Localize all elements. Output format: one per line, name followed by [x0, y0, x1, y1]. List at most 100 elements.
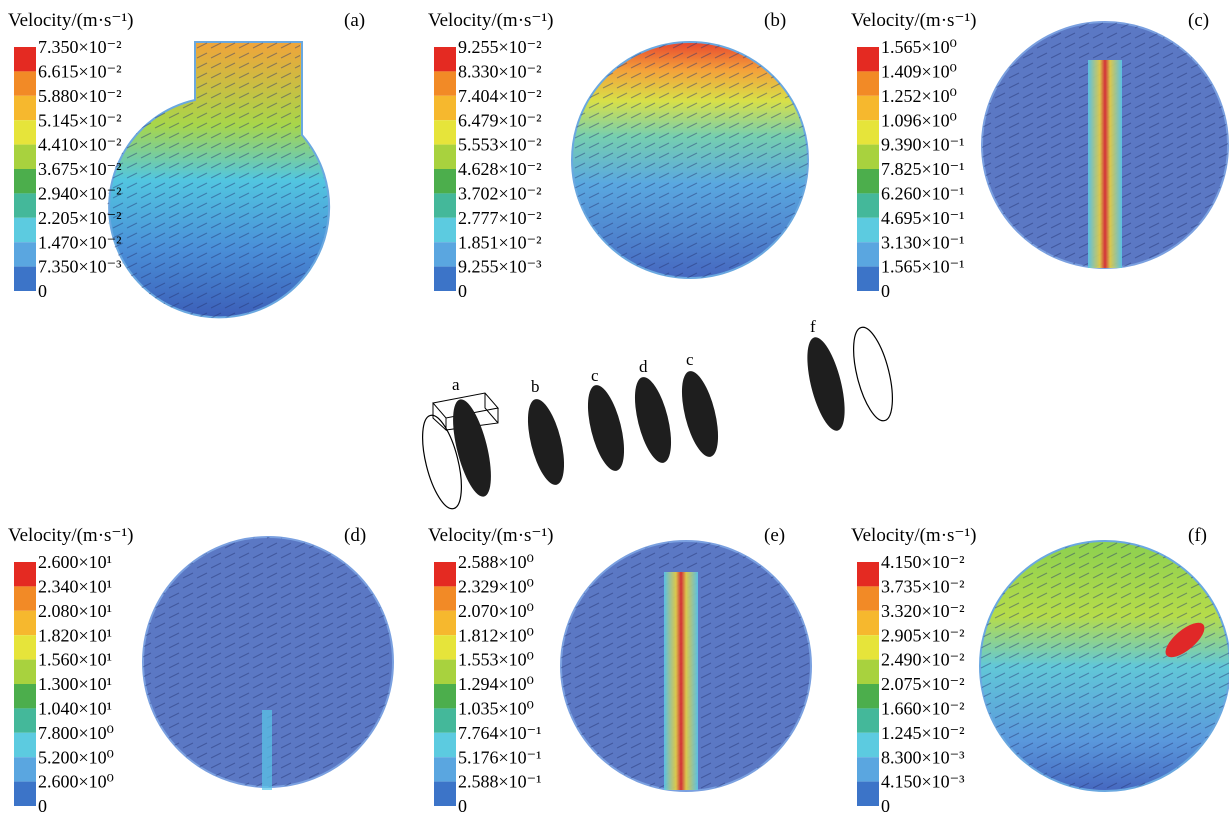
color-band	[14, 47, 36, 71]
color-band	[434, 562, 456, 586]
color-band	[434, 71, 456, 95]
slice-label: c	[591, 366, 599, 385]
legend-label: 0	[38, 796, 47, 814]
legend-label: 7.350×10⁻³	[38, 257, 122, 277]
color-band	[14, 267, 36, 291]
legend-label: 6.479×10⁻²	[458, 110, 542, 130]
legend-label: 9.255×10⁻³	[458, 257, 542, 277]
legend-label: 2.490×10⁻²	[881, 650, 965, 670]
legend-label: 1.040×10¹	[38, 699, 112, 719]
legend-label: 6.615×10⁻²	[38, 62, 122, 82]
page: {"panels": [ {"label": "(a)", "legend_ti…	[0, 0, 1229, 814]
legend-label: 1.035×10⁰	[458, 699, 534, 719]
legend-label: 0	[881, 796, 890, 814]
color-band	[14, 684, 36, 708]
legend-label: 7.350×10⁻²	[38, 37, 122, 57]
legend-label: 5.200×10⁰	[38, 747, 114, 767]
legend-label: 3.735×10⁻²	[881, 577, 965, 597]
legend-label: 2.340×10¹	[38, 577, 112, 597]
color-band	[434, 708, 456, 732]
legend-title: Velocity/(m·s⁻¹)	[428, 10, 553, 31]
legend-label: 0	[458, 281, 467, 301]
color-band	[857, 733, 879, 757]
color-band	[434, 218, 456, 242]
panel-label: (c)	[1188, 10, 1209, 31]
panel-e-plot	[561, 541, 811, 791]
color-band	[434, 757, 456, 781]
legend-label: 2.588×10⁻¹	[458, 772, 542, 792]
color-band	[857, 96, 879, 120]
color-band	[434, 611, 456, 635]
color-band	[434, 169, 456, 193]
color-band	[857, 635, 879, 659]
legend-label: 1.851×10⁻²	[458, 232, 542, 252]
legend-label: 1.820×10¹	[38, 625, 112, 645]
legend-label: 1.660×10⁻²	[881, 699, 965, 719]
color-band	[857, 586, 879, 610]
color-band	[14, 145, 36, 169]
color-band	[434, 120, 456, 144]
legend-title: Velocity/(m·s⁻¹)	[851, 10, 976, 31]
color-band	[14, 169, 36, 193]
legend-label: 3.130×10⁻¹	[881, 232, 965, 252]
legend-title: Velocity/(m·s⁻¹)	[851, 525, 976, 546]
panel-label: (a)	[344, 10, 365, 31]
color-band	[14, 586, 36, 610]
legend-label: 4.695×10⁻¹	[881, 208, 965, 228]
legend-label: 3.702×10⁻²	[458, 184, 542, 204]
slice-label: c	[686, 350, 694, 369]
legend-label: 2.075×10⁻²	[881, 674, 965, 694]
legend-label: 1.565×10⁻¹	[881, 257, 965, 277]
legend-label: 2.777×10⁻²	[458, 208, 542, 228]
color-band	[14, 611, 36, 635]
legend-label: 1.252×10⁰	[881, 86, 957, 106]
color-band	[857, 193, 879, 217]
legend-label: 8.300×10⁻³	[881, 747, 965, 767]
color-band	[14, 708, 36, 732]
legend-label: 1.096×10⁰	[881, 110, 957, 130]
panel-b-plot	[572, 42, 808, 278]
color-band	[14, 635, 36, 659]
legend-label: 4.150×10⁻²	[881, 552, 965, 572]
panel-label: (f)	[1188, 525, 1207, 546]
legend-label: 3.320×10⁻²	[881, 601, 965, 621]
color-band	[14, 218, 36, 242]
panel-f-plot	[980, 541, 1229, 791]
color-band	[857, 660, 879, 684]
color-band	[14, 660, 36, 684]
color-band	[434, 193, 456, 217]
legend-label: 1.560×10¹	[38, 650, 112, 670]
color-band	[857, 684, 879, 708]
color-band	[14, 96, 36, 120]
color-band	[857, 71, 879, 95]
color-band	[857, 169, 879, 193]
slice-label: f	[810, 317, 816, 336]
legend-label: 4.628×10⁻²	[458, 159, 542, 179]
panel-label: (e)	[764, 525, 785, 546]
color-band	[857, 708, 879, 732]
legend-label: 7.764×10⁻¹	[458, 723, 542, 743]
color-band	[857, 47, 879, 71]
color-band	[857, 757, 879, 781]
legend-label: 5.176×10⁻¹	[458, 747, 542, 767]
legend-label: 4.150×10⁻³	[881, 772, 965, 792]
legend-label: 7.825×10⁻¹	[881, 159, 965, 179]
color-band	[857, 611, 879, 635]
legend-label: 1.409×10⁰	[881, 62, 957, 82]
color-band	[857, 120, 879, 144]
legend-label: 1.245×10⁻²	[881, 723, 965, 743]
legend-label: 2.600×10⁰	[38, 772, 114, 792]
color-band	[14, 242, 36, 266]
legend-label: 4.410×10⁻²	[38, 135, 122, 155]
color-band	[857, 242, 879, 266]
legend-label: 1.470×10⁻²	[38, 232, 122, 252]
legend-label: 7.404×10⁻²	[458, 86, 542, 106]
color-band	[14, 71, 36, 95]
legend-label: 1.553×10⁰	[458, 650, 534, 670]
color-band	[14, 782, 36, 806]
legend-label: 9.255×10⁻²	[458, 37, 542, 57]
panel-c-plot	[982, 22, 1228, 268]
color-band	[14, 120, 36, 144]
color-band	[434, 242, 456, 266]
panel-label: (b)	[764, 10, 786, 31]
